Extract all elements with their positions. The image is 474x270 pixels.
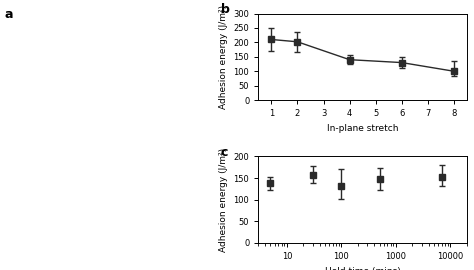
Text: c: c	[221, 146, 228, 159]
X-axis label: In-plane stretch: In-plane stretch	[327, 124, 398, 133]
Y-axis label: Adhesion energy (J/m²): Adhesion energy (J/m²)	[219, 148, 228, 252]
X-axis label: Hold time (mins): Hold time (mins)	[325, 266, 401, 270]
Y-axis label: Adhesion energy (J/m²): Adhesion energy (J/m²)	[219, 5, 228, 109]
Text: b: b	[221, 3, 230, 16]
Text: a: a	[5, 8, 13, 21]
